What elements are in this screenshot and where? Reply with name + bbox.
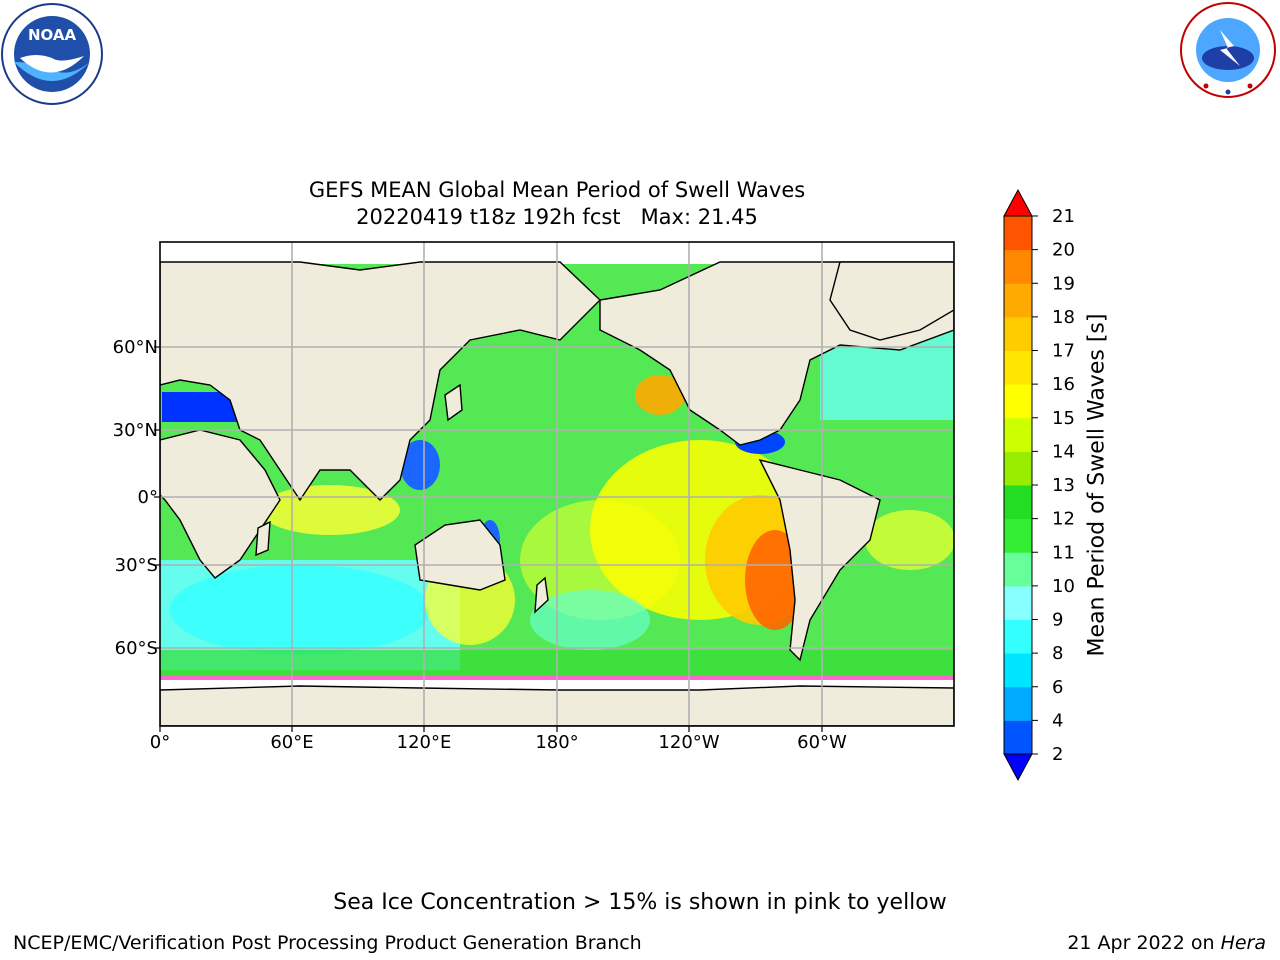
colorbar-tick-label: 4 — [1052, 710, 1063, 731]
colorbar-segment — [1004, 249, 1032, 284]
lat-tick-30n: 30°N — [113, 420, 158, 441]
colorbar-tick-label: 10 — [1052, 576, 1075, 597]
sea-ice-note: Sea Ice Concentration > 15% is shown in … — [333, 890, 947, 915]
colorbar-tick-label: 11 — [1052, 542, 1075, 563]
colorbar-under-arrow — [1003, 753, 1033, 782]
lon-tick-60w: 60°W — [797, 732, 847, 753]
colorbar-segment — [1004, 216, 1032, 251]
svg-text:NOAA: NOAA — [28, 26, 77, 44]
lat-tick-0: 0° — [138, 487, 158, 508]
colorbar-tick-label: 14 — [1052, 441, 1075, 462]
colorbar-segment — [1004, 316, 1032, 351]
colorbar-segment — [1004, 384, 1032, 419]
colorbar-tick-label: 19 — [1052, 273, 1075, 294]
lat-tick-30s: 30°S — [115, 555, 158, 576]
map-panel — [160, 242, 954, 726]
colorbar-segment — [1004, 417, 1032, 452]
colorbar-tick-label: 13 — [1052, 475, 1075, 496]
lon-tick-120e: 120°E — [397, 732, 452, 753]
colorbar-tick-label: 20 — [1052, 240, 1075, 261]
colorbar-tick-label: 16 — [1052, 374, 1075, 395]
colorbar-segment — [1004, 552, 1032, 587]
lat-tick-60n: 60°N — [113, 337, 158, 358]
colorbar-tick-label: 17 — [1052, 341, 1075, 362]
noaa-logo: NOAA — [1, 3, 103, 105]
colorbar-tick-label: 21 — [1052, 206, 1075, 227]
colorbar-segment — [1004, 350, 1032, 385]
lon-tick-180: 180° — [535, 732, 578, 753]
chart-subtitle: 20220419 t18z 192h fcst Max: 21.45 — [356, 205, 758, 229]
lon-tick-labels: 0° 60°E 120°E 180° 120°W 60°W — [150, 732, 847, 753]
colorbar-segment — [1004, 283, 1032, 318]
run-date: 21 Apr 2022 on Hera — [1067, 932, 1266, 954]
colorbar-segment — [1004, 653, 1032, 688]
credit-text: NCEP/EMC/Verification Post Processing Pr… — [13, 932, 642, 954]
colorbar-tick-label: 8 — [1052, 643, 1063, 664]
colorbar-tick-label: 12 — [1052, 509, 1075, 530]
lon-tick-120w: 120°W — [658, 732, 719, 753]
tick-marks — [154, 346, 823, 732]
date-text: 21 Apr 2022 on — [1067, 932, 1215, 954]
colorbar-segment — [1004, 720, 1032, 755]
lon-tick-0: 0° — [150, 732, 170, 753]
colorbar-segment — [1004, 518, 1032, 553]
lat-tick-60s: 60°S — [115, 638, 158, 659]
colorbar-segment — [1004, 585, 1032, 620]
nws-logo — [1180, 2, 1276, 98]
colorbar-label: Mean Period of Swell Waves [s] — [1084, 313, 1110, 657]
colorbar-segment — [1004, 485, 1032, 520]
colorbar-tick-label: 9 — [1052, 610, 1063, 631]
machine-name: Hera — [1220, 932, 1266, 954]
colorbar-over-arrow — [1003, 188, 1033, 217]
colorbar-tick-label: 2 — [1052, 744, 1063, 765]
lat-tick-labels: 60°N 30°N 0° 30°S 60°S — [113, 337, 158, 659]
lon-tick-60e: 60°E — [270, 732, 313, 753]
colorbar-tick-label: 18 — [1052, 307, 1075, 328]
colorbar-segment — [1004, 451, 1032, 486]
chart-title: GEFS MEAN Global Mean Period of Swell Wa… — [308, 178, 806, 202]
colorbar-segment — [1004, 619, 1032, 654]
gridlines — [160, 242, 954, 726]
colorbar-tick-label: 15 — [1052, 408, 1075, 429]
colorbar-tick-label: 6 — [1052, 677, 1063, 698]
colorbar: 2 4 6 8 9 10 11 12 13 14 15 16 17 18 19 20 21 — [1003, 188, 1075, 782]
colorbar-segment — [1004, 686, 1032, 721]
